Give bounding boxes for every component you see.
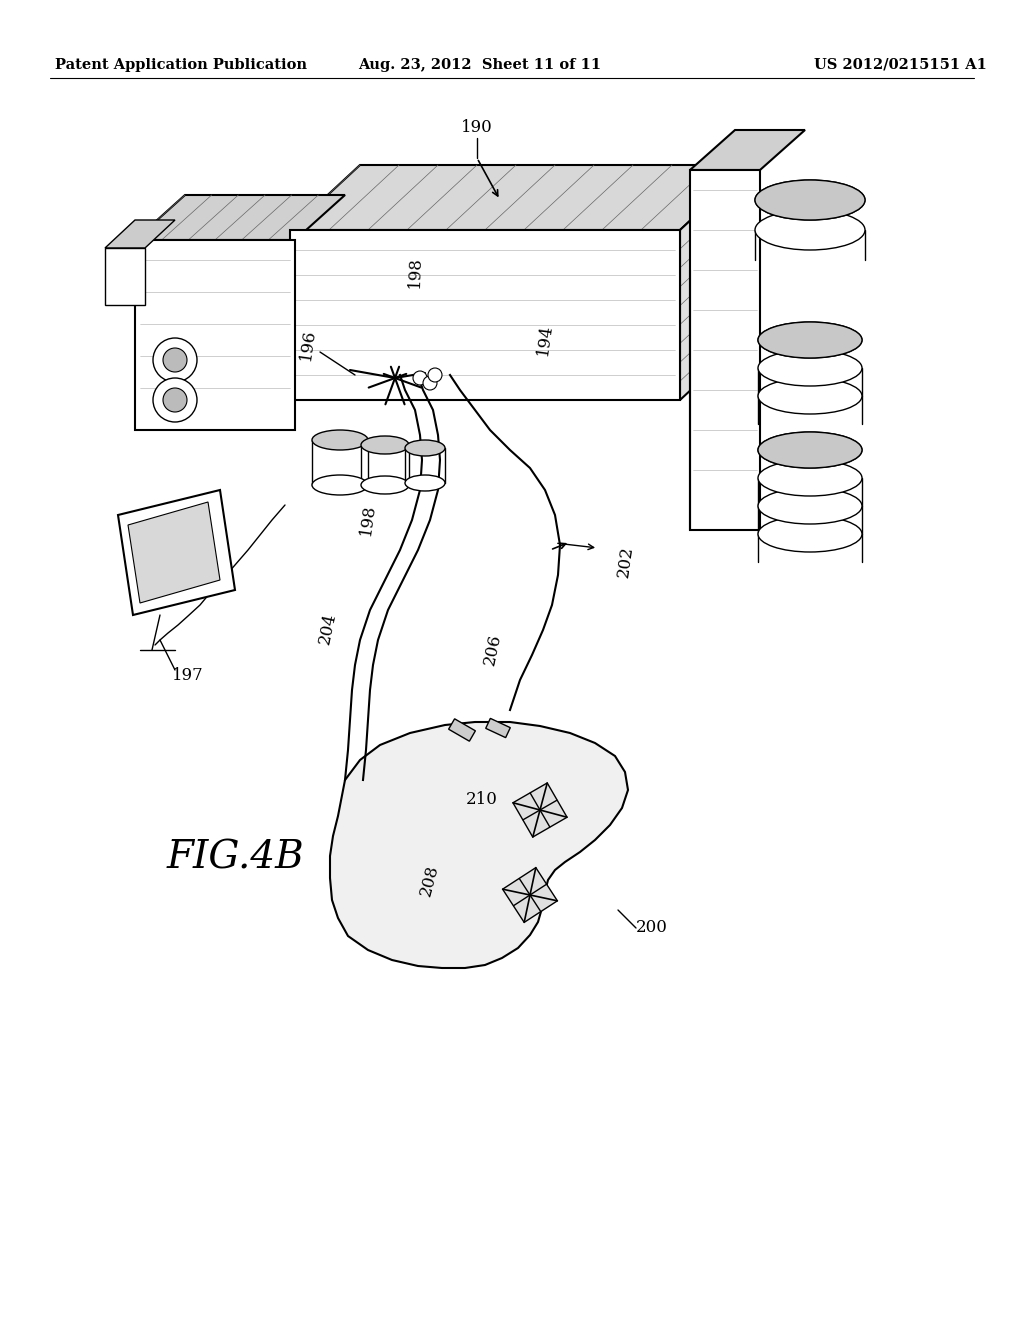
Ellipse shape bbox=[758, 432, 862, 469]
Ellipse shape bbox=[758, 350, 862, 385]
Text: 204: 204 bbox=[316, 611, 340, 645]
Polygon shape bbox=[105, 248, 145, 305]
Polygon shape bbox=[690, 170, 760, 531]
Polygon shape bbox=[503, 867, 557, 923]
Ellipse shape bbox=[312, 475, 368, 495]
Circle shape bbox=[423, 376, 437, 389]
Polygon shape bbox=[690, 129, 805, 170]
Text: 202: 202 bbox=[615, 545, 636, 579]
Ellipse shape bbox=[758, 322, 862, 358]
Polygon shape bbox=[680, 165, 750, 400]
Text: Aug. 23, 2012  Sheet 11 of 11: Aug. 23, 2012 Sheet 11 of 11 bbox=[358, 58, 601, 73]
Text: 198: 198 bbox=[406, 256, 424, 288]
Ellipse shape bbox=[755, 180, 865, 220]
Polygon shape bbox=[290, 230, 680, 400]
Text: 196: 196 bbox=[297, 329, 318, 362]
Text: FIG.4B: FIG.4B bbox=[166, 840, 304, 876]
Ellipse shape bbox=[758, 322, 862, 358]
Ellipse shape bbox=[361, 477, 409, 494]
Circle shape bbox=[163, 348, 187, 372]
Text: 194: 194 bbox=[535, 323, 556, 356]
Circle shape bbox=[153, 338, 197, 381]
Circle shape bbox=[413, 371, 427, 385]
Text: 210: 210 bbox=[466, 792, 498, 808]
Text: 190: 190 bbox=[461, 120, 493, 136]
Circle shape bbox=[428, 368, 442, 381]
Ellipse shape bbox=[758, 459, 862, 496]
Polygon shape bbox=[135, 195, 345, 240]
Polygon shape bbox=[449, 719, 475, 742]
Polygon shape bbox=[118, 490, 234, 615]
Polygon shape bbox=[105, 220, 175, 248]
Polygon shape bbox=[128, 502, 220, 603]
Ellipse shape bbox=[758, 378, 862, 414]
Text: 198: 198 bbox=[357, 503, 379, 537]
Circle shape bbox=[153, 378, 197, 422]
Ellipse shape bbox=[758, 432, 862, 469]
Polygon shape bbox=[513, 783, 567, 837]
Polygon shape bbox=[290, 165, 750, 230]
Circle shape bbox=[163, 388, 187, 412]
Ellipse shape bbox=[406, 475, 445, 491]
Ellipse shape bbox=[312, 430, 368, 450]
Text: 208: 208 bbox=[418, 862, 442, 898]
Ellipse shape bbox=[406, 440, 445, 455]
Text: Patent Application Publication: Patent Application Publication bbox=[55, 58, 307, 73]
Polygon shape bbox=[330, 722, 628, 968]
Ellipse shape bbox=[361, 436, 409, 454]
Polygon shape bbox=[135, 240, 295, 430]
Text: 197: 197 bbox=[172, 667, 204, 684]
Polygon shape bbox=[485, 718, 510, 738]
Ellipse shape bbox=[758, 488, 862, 524]
Text: 206: 206 bbox=[481, 632, 505, 668]
Ellipse shape bbox=[755, 180, 865, 220]
Text: 200: 200 bbox=[636, 920, 668, 936]
Ellipse shape bbox=[755, 210, 865, 249]
Text: US 2012/0215151 A1: US 2012/0215151 A1 bbox=[813, 58, 986, 73]
Ellipse shape bbox=[758, 516, 862, 552]
